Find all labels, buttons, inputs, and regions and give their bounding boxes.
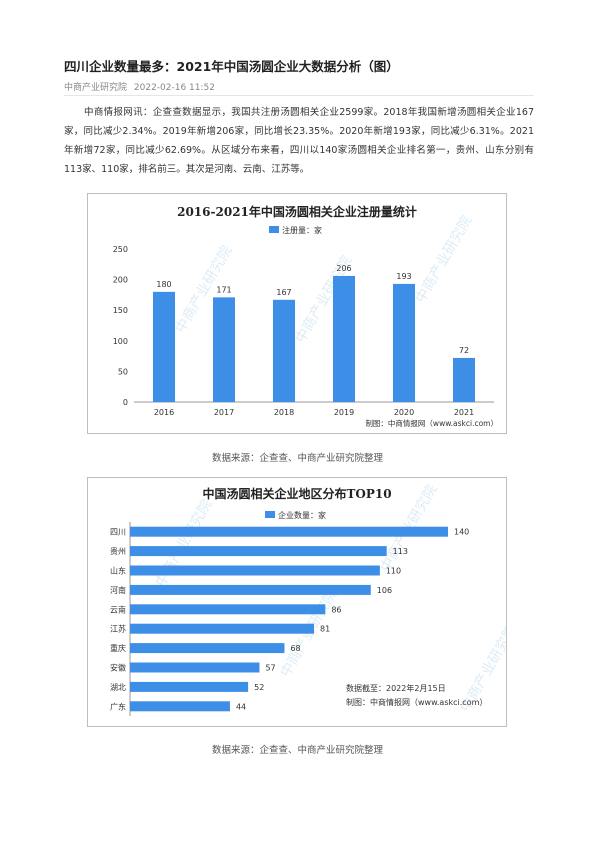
chart1-bar [393, 283, 415, 402]
chart1-y-tick: 50 [118, 367, 128, 376]
chart2-category-label: 四川 [110, 528, 126, 537]
chart2-bar [130, 546, 387, 557]
chart2-legend-swatch [265, 511, 275, 518]
chart2-category-label: 重庆 [110, 643, 126, 653]
chart2-bar [130, 526, 448, 537]
chart2-date-note: 数据截至：2022年2月15日 [346, 683, 446, 693]
chart1-x-tick: 2016 [154, 408, 174, 417]
chart1-data-label: 72 [459, 346, 469, 355]
chart2-bar [130, 623, 314, 634]
chart2-title: 中国汤圆相关企业地区分布TOP10 [202, 486, 391, 501]
chart1-x-tick: 2018 [274, 408, 294, 417]
chart1-bar [453, 357, 475, 402]
caption-2: 数据来源：企查查、中商产业研究院整理 [211, 745, 383, 756]
caption-1: 数据来源：企查查、中商产业研究院整理 [211, 453, 383, 464]
chart1-data-label: 167 [276, 288, 291, 297]
chart2-bar [130, 604, 326, 615]
chart2-category-label: 河南 [110, 585, 126, 595]
chart1-y-tick: 100 [113, 337, 128, 346]
chart1-legend-label: 注册量：家 [282, 225, 322, 235]
chart1-x-tick: 2020 [394, 408, 414, 417]
chart1-data-label: 171 [216, 285, 231, 294]
chart1-bar [273, 299, 295, 402]
chart2-category-label: 贵州 [110, 546, 126, 556]
chart2-category-label: 湖北 [110, 683, 126, 692]
chart2-category-label: 安徽 [110, 663, 126, 673]
chart2-data-label: 113 [393, 547, 408, 556]
chart2-data-label: 110 [386, 567, 401, 576]
chart1-data-label: 180 [156, 280, 171, 289]
chart2-category-label: 江苏 [110, 624, 126, 634]
chart2-data-label: 81 [320, 625, 330, 634]
chart2-credit: 制图：中商情报网（www.askci.com） [346, 697, 487, 707]
chart1-bar [333, 275, 355, 402]
chart2-data-label: 52 [254, 683, 264, 692]
title-divider [64, 95, 534, 96]
article-source[interactable]: 中商产业研究院 [64, 83, 128, 93]
chart2-bar [130, 662, 260, 673]
chart2-bar [130, 584, 371, 595]
chart2-bar [130, 681, 249, 692]
chart2-data-label: 68 [290, 644, 300, 653]
chart2-legend-label: 企业数量：家 [278, 510, 326, 520]
article-date: 2022-02-16 11:52 [133, 83, 215, 93]
chart1-legend-swatch [269, 226, 279, 233]
chart2-bar [130, 565, 380, 576]
region-chart-svg: 中商产业研究院 中商产业研究院 中商产业研究院 中商产业研究院 中国汤圆相关企业… [110, 482, 506, 716]
chart2-bar [130, 643, 285, 654]
chart2-category-label: 山东 [110, 566, 126, 576]
registration-chart: 中商产业研究院 中商产业研究院 中商产业研究院 2016-2021年中国汤圆相关… [87, 193, 507, 434]
chart1-y-tick: 250 [113, 245, 128, 254]
chart2-data-label: 140 [454, 528, 469, 537]
chart1-x-tick: 2021 [454, 408, 474, 417]
chart1-title: 2016-2021年中国汤圆相关企业注册量统计 [177, 204, 417, 219]
chart2-data-label: 86 [331, 605, 341, 614]
chart1-x-tick: 2019 [334, 408, 354, 417]
chart2-category-label: 云南 [110, 604, 126, 614]
chart2-category-label: 广东 [110, 701, 126, 711]
article-meta: 中商产业研究院 2022-02-16 11:52 [64, 80, 219, 93]
chart1-bar [213, 297, 235, 402]
registration-chart-svg: 中商产业研究院 中商产业研究院 中商产业研究院 2016-2021年中国汤圆相关… [113, 204, 498, 428]
watermark-3: 中商产业研究院 [413, 213, 476, 306]
chart1-x-tick: 2017 [214, 408, 234, 417]
region-chart: 中商产业研究院 中商产业研究院 中商产业研究院 中商产业研究院 中国汤圆相关企业… [87, 477, 507, 727]
chart1-credit: 制图：中商情报网（www.askci.com） [365, 418, 498, 428]
chart1-data-label: 193 [396, 272, 411, 281]
watermark-4: 中商产业研究院 [153, 497, 216, 590]
article-paragraph: 中商情报网讯：企查查数据显示，我国共注册汤圆相关企业2599家。2018年我国新… [64, 107, 534, 175]
chart2-data-label: 44 [236, 702, 246, 711]
chart2-data-label: 106 [377, 586, 392, 595]
chart2-data-label: 57 [265, 664, 275, 673]
chart1-data-label: 206 [336, 264, 351, 273]
chart1-y-tick: 150 [113, 306, 128, 315]
chart1-y-tick: 200 [113, 276, 128, 285]
chart1-bar [153, 291, 175, 402]
chart1-y-tick: 0 [123, 398, 128, 407]
chart2-bar [130, 701, 230, 712]
article-title: 四川企业数量最多：2021年中国汤圆企业大数据分析（图） [64, 59, 399, 74]
